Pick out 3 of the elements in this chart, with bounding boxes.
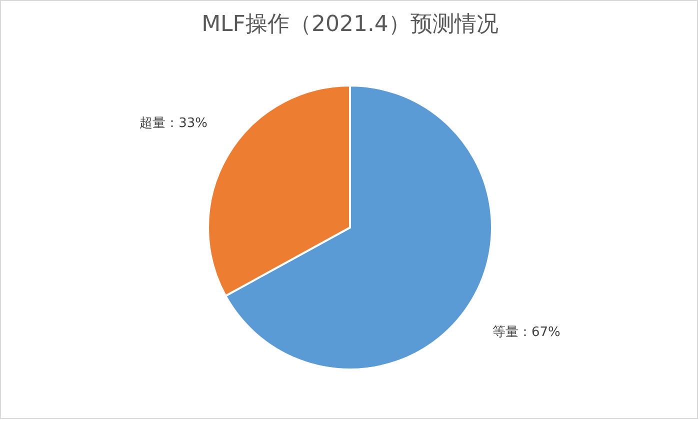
slice-label: 超量：33% bbox=[140, 116, 208, 132]
chart-title: MLF操作（2021.4）预测情况 bbox=[202, 12, 498, 37]
slice-label: 等量：67% bbox=[492, 324, 560, 340]
